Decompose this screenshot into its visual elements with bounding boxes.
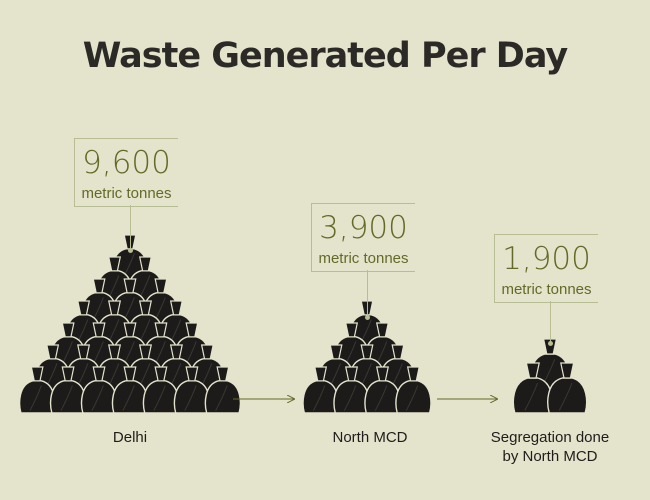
bag-knot-icon <box>154 366 168 382</box>
bag-fold-line <box>91 385 104 411</box>
bag-knot-icon <box>123 366 137 382</box>
unit-label-segregation: metric tonnes <box>501 281 592 298</box>
bag-knot-icon <box>92 366 106 382</box>
unit-label-delhi: metric tonnes <box>81 185 172 202</box>
bag-knot-icon <box>61 322 75 338</box>
bag-fold-line <box>558 382 573 411</box>
bag-knot-icon <box>77 300 91 316</box>
callout-dot-north-mcd <box>365 315 370 320</box>
bag-knot-icon <box>154 322 168 338</box>
bag-pile-north-mcd <box>302 300 432 414</box>
bag-fold-line <box>343 385 357 411</box>
callout-dot-segregation <box>548 341 553 346</box>
value-callout-segregation: 1,900 metric tonnes <box>494 234 598 303</box>
bag-knot-icon <box>77 344 91 360</box>
chart-title: Waste Generated Per Day <box>82 36 568 76</box>
bag-fold-line <box>153 385 166 411</box>
bag-knot-icon <box>329 344 343 360</box>
bag-knot-icon <box>92 278 106 294</box>
category-label-delhi: Delhi <box>112 429 148 446</box>
bag-knot-icon <box>360 344 374 360</box>
value-label-segregation: 1,900 <box>502 241 591 277</box>
callout-stem-north-mcd <box>367 270 368 317</box>
bag-pile-delhi <box>18 234 242 414</box>
bag-knot-icon <box>123 322 137 338</box>
bag-knot-icon <box>200 344 214 360</box>
bag-knot-icon <box>542 338 558 355</box>
bag-knot-icon <box>406 366 420 382</box>
bag-knot-icon <box>108 344 122 360</box>
bag-fold-line <box>524 382 539 411</box>
bag-fold-line <box>60 385 73 411</box>
bag-fold-line <box>184 385 197 411</box>
bag-fold-line <box>29 385 42 411</box>
value-label-delhi: 9,600 <box>82 145 171 181</box>
value-callout-delhi: 9,600 metric tonnes <box>74 138 178 207</box>
bag-fold-line <box>405 385 419 411</box>
bag-knot-icon <box>375 322 389 338</box>
bag-knot-icon <box>216 366 230 382</box>
bag-knot-icon <box>560 362 575 379</box>
bag-knot-icon <box>525 362 540 379</box>
bag-knot-icon <box>30 366 44 382</box>
bag-fold-line <box>215 385 228 411</box>
category-label-north-mcd: North MCD <box>332 429 408 446</box>
bag-knot-icon <box>108 256 122 272</box>
bag-knot-icon <box>108 300 122 316</box>
bag-knot-icon <box>345 366 359 382</box>
bag-knot-icon <box>123 278 137 294</box>
bag-knot-icon <box>92 322 106 338</box>
bag-knot-icon <box>169 300 183 316</box>
callout-dot-delhi <box>128 248 133 253</box>
bag-knot-icon <box>154 278 168 294</box>
bag-knot-icon <box>138 344 152 360</box>
bag-fold-line <box>122 385 135 411</box>
unit-label-north-mcd: metric tonnes <box>318 250 409 267</box>
category-label-segregation: Segregation done by North MCD <box>490 429 610 465</box>
bag-knot-icon <box>46 344 60 360</box>
bag-fold-line <box>312 385 326 411</box>
bag-knot-icon <box>345 322 359 338</box>
bag-knot-icon <box>314 366 328 382</box>
callout-stem-delhi <box>130 205 131 250</box>
bag-pile-segregation <box>512 338 588 414</box>
bag-knot-icon <box>185 366 199 382</box>
bag-knot-icon <box>61 366 75 382</box>
bag-knot-icon <box>138 256 152 272</box>
bag-knot-icon <box>138 300 152 316</box>
value-callout-north-mcd: 3,900 metric tonnes <box>311 203 415 272</box>
bag-knot-icon <box>375 366 389 382</box>
callout-stem-segregation <box>550 301 551 343</box>
value-label-north-mcd: 3,900 <box>319 210 408 246</box>
bag-knot-icon <box>169 344 183 360</box>
bag-knot-icon <box>391 344 405 360</box>
bag-fold-line <box>374 385 388 411</box>
bag-knot-icon <box>185 322 199 338</box>
